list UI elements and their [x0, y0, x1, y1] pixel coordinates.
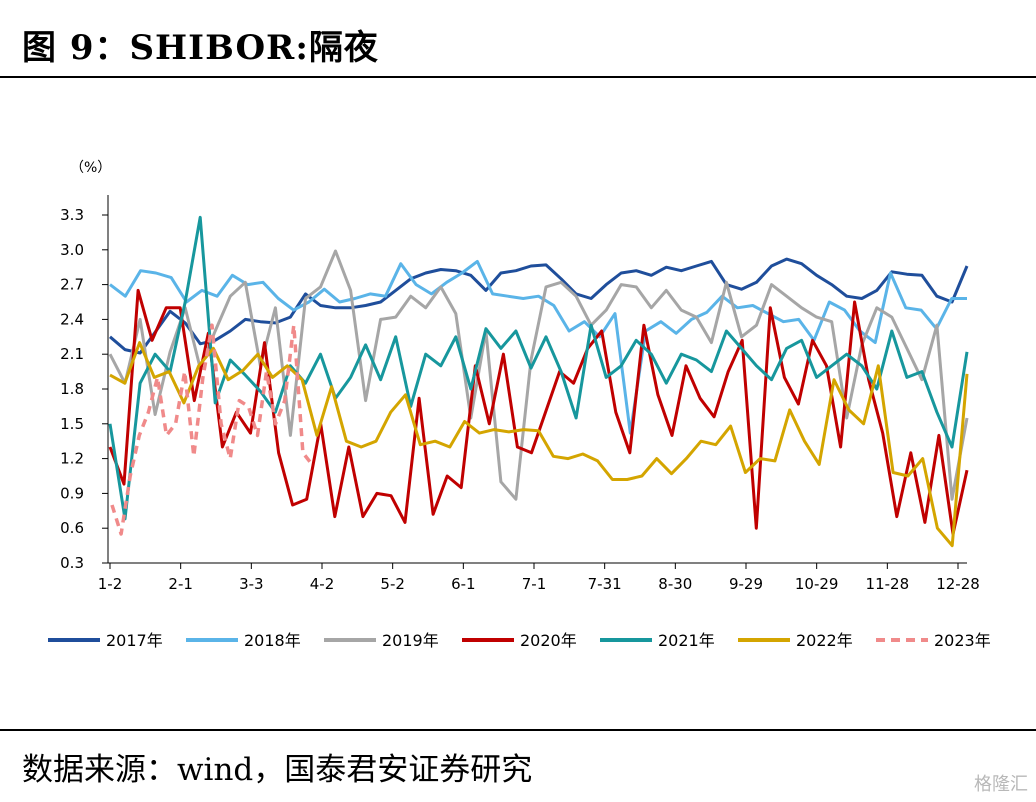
legend: 2017年 2018年 2019年 2020年 2021年 2022年 2023年 [48, 631, 991, 650]
series-line-2018 [109, 259, 967, 435]
y-tick-label: 3.0 [60, 241, 84, 259]
y-tick-label: 1.5 [60, 415, 84, 433]
legend-label: 2019年 [382, 631, 439, 650]
series-lines [108, 215, 969, 548]
chart-axes [107, 195, 967, 564]
figure-title: 图 9：SHIBOR:隔夜 [22, 28, 379, 68]
x-tick-label: 7-1 [522, 575, 547, 593]
x-tick-label: 6-1 [451, 575, 476, 593]
chart: （%） 3.3 3.0 2.7 2.4 2.1 1.8 1.5 1.2 0.9 0.6 0.3 1-… [48, 160, 991, 650]
y-tick-label: 1.2 [60, 450, 84, 468]
x-tick-label: 1-2 [98, 575, 123, 593]
watermark: 格隆汇 [974, 774, 1028, 795]
title-rule [0, 76, 1036, 78]
legend-label: 2020年 [520, 631, 577, 650]
x-tick-labels: 1-2 2-1 3-3 4-2 5-2 6-1 7-1 7-31 8-30 9-29 10-29 11… [98, 563, 980, 593]
y-tick-label: 3.3 [60, 206, 84, 224]
source-rule [0, 729, 1036, 731]
legend-label: 2018年 [244, 631, 301, 650]
series-line-2022 [109, 341, 969, 548]
x-tick-label: 9-29 [729, 575, 763, 593]
y-tick-label: 1.8 [60, 380, 84, 398]
x-tick-label: 2-1 [168, 575, 193, 593]
y-tick-label: 0.9 [60, 484, 84, 502]
x-tick-label: 12-28 [936, 575, 980, 593]
x-tick-label: 4-2 [310, 575, 335, 593]
y-tick-label: 0.6 [60, 519, 84, 537]
x-tick-label: 11-28 [866, 575, 910, 593]
y-tick-label: 0.3 [60, 554, 84, 572]
source-note: 数据来源：wind，国泰君安证券研究 [22, 752, 533, 788]
series-line-2019 [108, 249, 969, 501]
x-tick-label: 7-31 [588, 575, 622, 593]
legend-label: 2022年 [796, 631, 853, 650]
legend-label: 2023年 [934, 631, 991, 650]
series-line-2021 [108, 215, 969, 521]
series-line-2023 [110, 323, 314, 536]
x-tick-label: 5-2 [380, 575, 405, 593]
legend-label: 2017年 [106, 631, 163, 650]
legend-label: 2021年 [658, 631, 715, 650]
x-tick-label: 8-30 [658, 575, 692, 593]
x-tick-label: 3-3 [239, 575, 264, 593]
y-tick-labels: 3.3 3.0 2.7 2.4 2.1 1.8 1.5 1.2 0.9 0.6 0.3 [60, 206, 108, 572]
y-axis-unit: （%） [70, 160, 111, 176]
y-tick-label: 2.7 [60, 276, 84, 294]
y-tick-label: 2.1 [60, 345, 84, 363]
y-tick-label: 2.4 [60, 310, 84, 328]
x-tick-label: 10-29 [795, 575, 839, 593]
